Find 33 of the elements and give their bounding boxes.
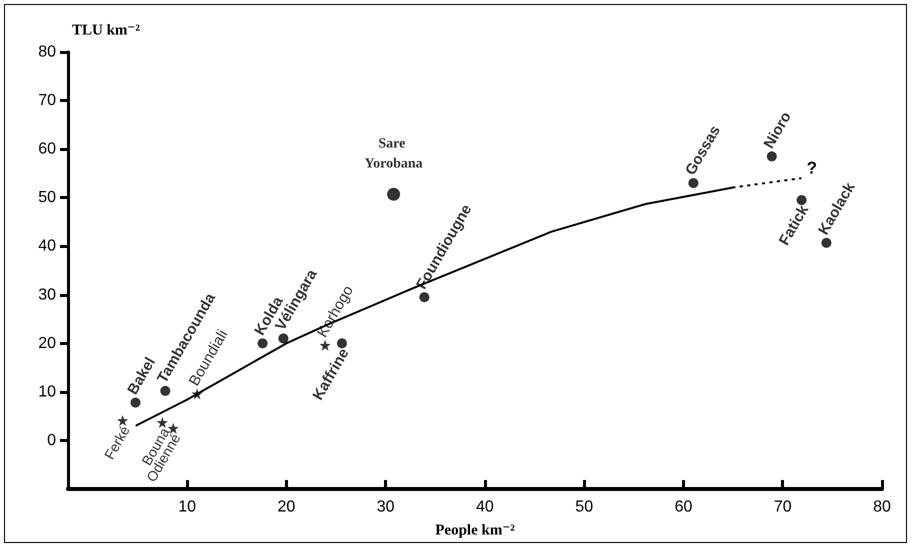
point xyxy=(688,178,698,188)
y-tick-label: 20 xyxy=(38,334,56,352)
point xyxy=(160,386,170,396)
x-tick-label: 80 xyxy=(873,498,891,516)
y-tick-label: 40 xyxy=(38,238,56,255)
point xyxy=(419,292,430,302)
y-tick-label: 80 xyxy=(38,44,56,60)
y-tick-label: 70 xyxy=(38,92,56,110)
y-axis-title: TLU km⁻² xyxy=(72,22,140,38)
point xyxy=(796,195,807,206)
annotation: ? xyxy=(806,158,817,178)
y-tick-label: 0 xyxy=(47,432,56,449)
y-tick-label: 50 xyxy=(38,189,56,206)
x-axis-title: People km⁻² xyxy=(435,522,516,538)
x-tick-label: 70 xyxy=(774,498,792,516)
y-tick-label: 30 xyxy=(38,286,56,304)
point xyxy=(336,338,347,348)
x-tick-label: 40 xyxy=(476,498,494,516)
point xyxy=(117,415,128,426)
y-tick-label: 10 xyxy=(38,383,56,400)
data-label: Sare Yorobana xyxy=(364,136,423,172)
point xyxy=(821,238,832,248)
point xyxy=(130,398,140,408)
x-tick-label: 60 xyxy=(674,498,692,516)
x-tick-label: 30 xyxy=(376,498,395,516)
x-tick-label: 50 xyxy=(575,498,594,516)
x-tick-label: 20 xyxy=(277,498,296,516)
x-tick-label: 10 xyxy=(178,498,196,516)
point xyxy=(387,188,400,201)
y-tick-label: 60 xyxy=(38,140,56,158)
point xyxy=(766,151,777,162)
point xyxy=(258,338,268,348)
point xyxy=(156,416,168,428)
